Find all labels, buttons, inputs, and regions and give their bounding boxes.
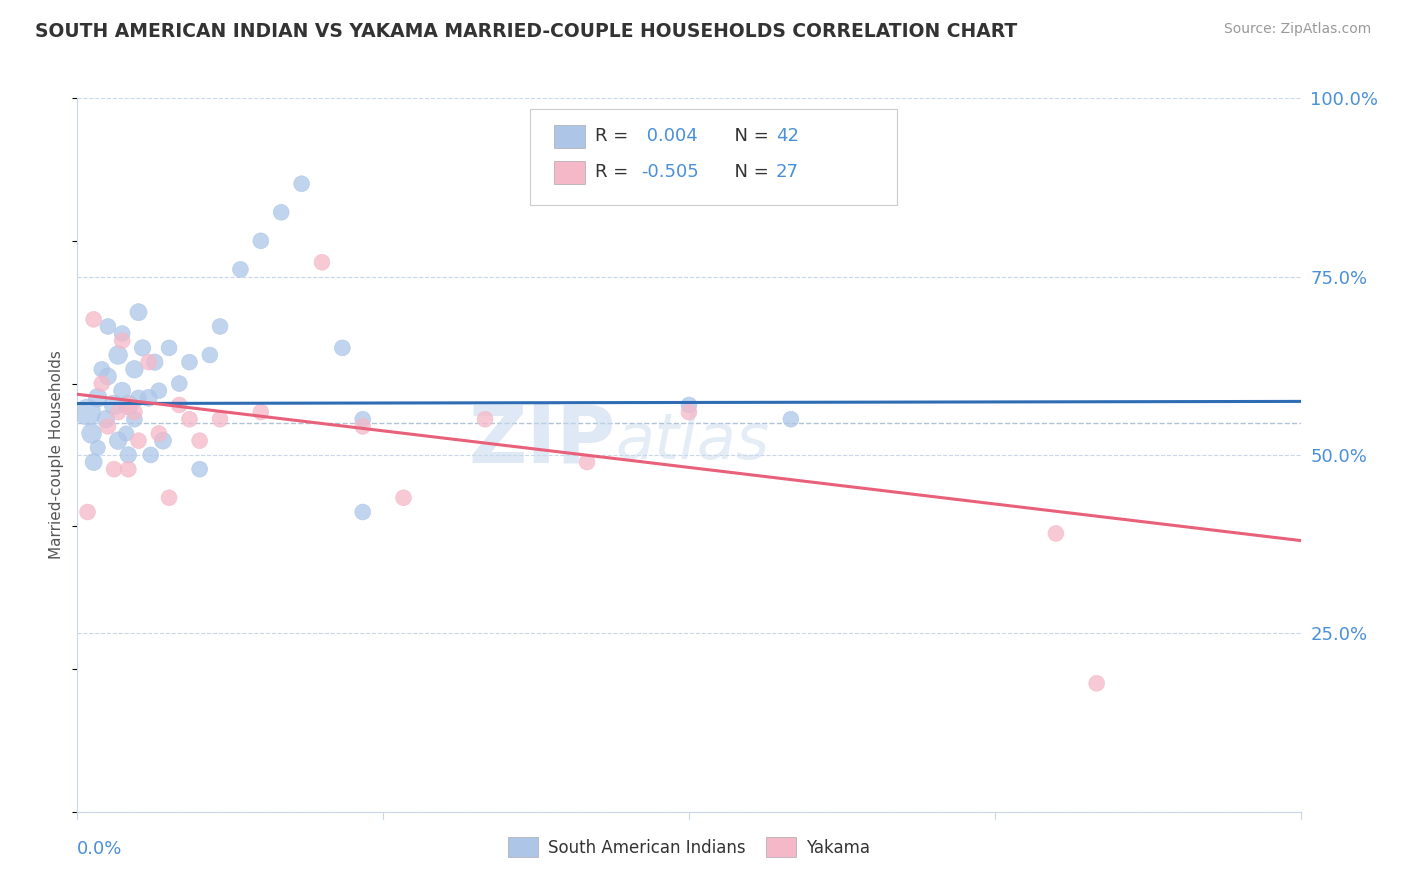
Point	[1085, 676, 1108, 690]
Point	[678, 398, 700, 412]
Point	[179, 355, 201, 369]
Point	[352, 419, 374, 434]
Point	[87, 441, 110, 455]
Point	[107, 405, 129, 419]
Text: 0.0%: 0.0%	[77, 840, 122, 858]
Point	[83, 312, 105, 326]
Point	[169, 398, 191, 412]
Point	[250, 405, 273, 419]
Point	[107, 434, 129, 448]
Point	[128, 434, 150, 448]
Point	[1045, 526, 1067, 541]
FancyBboxPatch shape	[530, 109, 897, 205]
Point	[188, 462, 211, 476]
Point	[148, 384, 170, 398]
Point	[117, 448, 139, 462]
Point	[352, 412, 374, 426]
Point	[291, 177, 314, 191]
Point	[352, 505, 374, 519]
Point	[139, 448, 162, 462]
Point	[97, 369, 120, 384]
Y-axis label: Married-couple Households: Married-couple Households	[49, 351, 65, 559]
Point	[157, 341, 180, 355]
Point	[111, 326, 134, 341]
Point	[103, 462, 125, 476]
Point	[128, 305, 150, 319]
Point	[76, 505, 98, 519]
Point	[80, 426, 103, 441]
Bar	[554, 161, 585, 184]
Text: R =: R =	[595, 162, 634, 180]
Point	[124, 412, 146, 426]
Point	[270, 205, 292, 219]
Point	[111, 334, 134, 348]
Text: SOUTH AMERICAN INDIAN VS YAKAMA MARRIED-COUPLE HOUSEHOLDS CORRELATION CHART: SOUTH AMERICAN INDIAN VS YAKAMA MARRIED-…	[35, 22, 1018, 41]
Point	[124, 405, 146, 419]
Legend: South American Indians, Yakama: South American Indians, Yakama	[502, 830, 876, 864]
Text: ZIP: ZIP	[468, 401, 616, 480]
Point	[124, 362, 146, 376]
Point	[780, 412, 803, 426]
Point	[311, 255, 333, 269]
Point	[107, 348, 129, 362]
Point	[117, 398, 139, 412]
Point	[143, 355, 166, 369]
Text: 42: 42	[776, 127, 799, 145]
Text: R =: R =	[595, 127, 634, 145]
Point	[117, 462, 139, 476]
Text: N =: N =	[723, 127, 775, 145]
Text: 0.004: 0.004	[641, 127, 697, 145]
Text: Source: ZipAtlas.com: Source: ZipAtlas.com	[1223, 22, 1371, 37]
Point	[138, 391, 160, 405]
Point	[138, 355, 160, 369]
Point	[117, 398, 139, 412]
Point	[90, 376, 112, 391]
Point	[87, 391, 110, 405]
Text: atlas: atlas	[616, 409, 770, 472]
Point	[169, 376, 191, 391]
Point	[576, 455, 599, 469]
Point	[188, 434, 211, 448]
Point	[229, 262, 252, 277]
Bar	[554, 125, 585, 148]
Point	[250, 234, 273, 248]
Point	[128, 391, 150, 405]
Point	[678, 405, 700, 419]
Point	[157, 491, 180, 505]
Point	[97, 419, 120, 434]
Point	[115, 426, 138, 441]
Point	[474, 412, 496, 426]
Point	[198, 348, 221, 362]
Point	[209, 319, 232, 334]
Point	[83, 455, 105, 469]
Point	[332, 341, 354, 355]
Text: 27: 27	[776, 162, 799, 180]
Point	[131, 341, 153, 355]
Point	[392, 491, 415, 505]
Point	[179, 412, 201, 426]
Point	[148, 426, 170, 441]
Text: N =: N =	[723, 162, 775, 180]
Point	[209, 412, 232, 426]
Point	[90, 362, 112, 376]
Point	[111, 384, 134, 398]
Point	[76, 405, 98, 419]
Point	[97, 319, 120, 334]
Point	[94, 412, 117, 426]
Point	[152, 434, 174, 448]
Point	[103, 398, 125, 412]
Text: -0.505: -0.505	[641, 162, 699, 180]
